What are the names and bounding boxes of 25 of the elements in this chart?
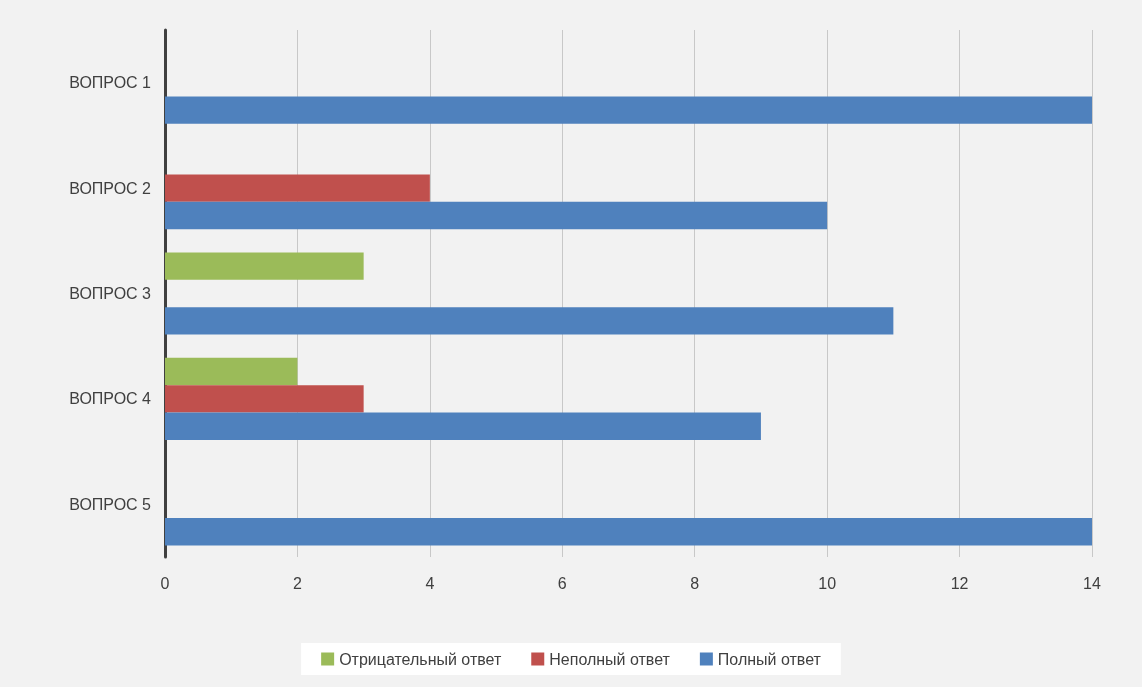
bar (165, 385, 364, 413)
bar (165, 201, 828, 230)
bar (165, 174, 430, 202)
x-tick-label: 8 (690, 574, 700, 592)
bar (165, 357, 298, 386)
x-tick-label: 4 (425, 574, 435, 592)
y-tick-label: ВОПРОС 5 (69, 495, 152, 513)
x-tick-label: 6 (557, 574, 567, 592)
bar (165, 518, 1092, 546)
bar (165, 307, 894, 335)
x-tick-label: 14 (1083, 574, 1101, 592)
bar (165, 96, 1092, 124)
y-tick-label: ВОПРОС 1 (69, 74, 152, 92)
x-tick-label: 2 (292, 574, 302, 592)
y-tick-label: ВОПРОС 4 (69, 390, 152, 408)
x-tick-label: 12 (950, 574, 969, 592)
x-tick-label: 0 (160, 574, 170, 592)
legend-label: Неполный ответ (549, 650, 671, 668)
legend-label: Полный ответ (717, 650, 822, 668)
y-tick-label: ВОПРОС 2 (69, 179, 152, 197)
legend-label: Отрицательный ответ (339, 650, 502, 668)
bar (165, 412, 761, 441)
bar (165, 252, 364, 280)
y-tick-label: ВОПРОС 3 (69, 285, 152, 302)
x-tick-label: 10 (818, 574, 837, 592)
